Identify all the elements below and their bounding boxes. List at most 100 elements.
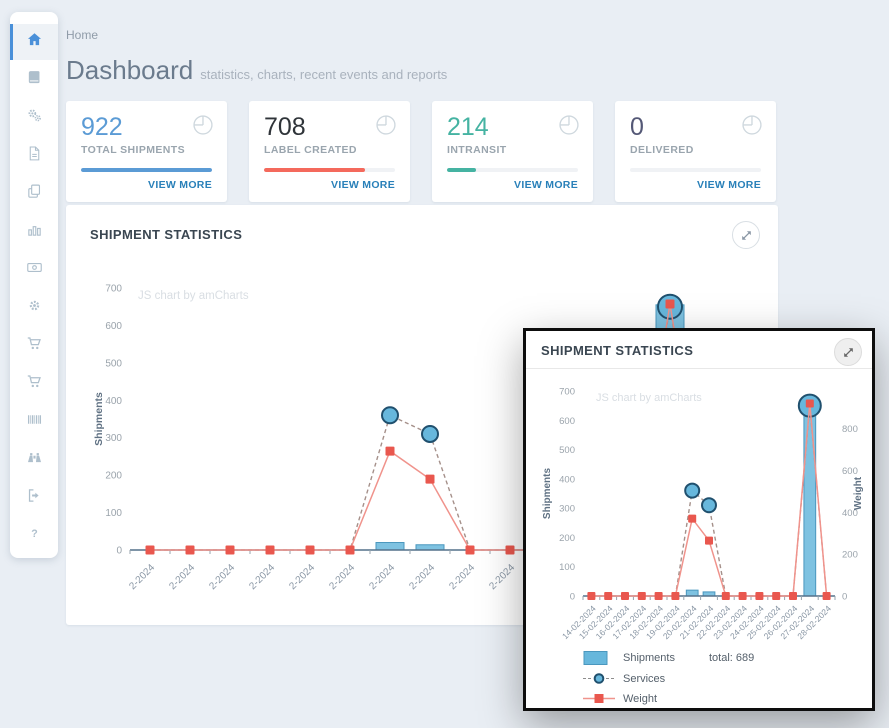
collapse-icon[interactable] bbox=[834, 338, 862, 366]
weight-point-27-02-2024 bbox=[665, 299, 675, 309]
weight-point-14-02-2024 bbox=[145, 545, 155, 555]
legend-marker-services bbox=[583, 672, 615, 685]
stat-value: 708 bbox=[264, 113, 306, 141]
services-point-21-02-2024 bbox=[421, 424, 439, 443]
sidebar-item-cogs[interactable] bbox=[10, 100, 58, 136]
amcharts-watermark: JS chart by amCharts bbox=[596, 392, 702, 404]
sidebar-item-cart[interactable] bbox=[10, 328, 58, 364]
view-more-link[interactable]: VIEW MORE bbox=[148, 179, 212, 191]
sidebar-item-copy[interactable] bbox=[10, 176, 58, 212]
pie-chart-icon bbox=[190, 112, 215, 142]
chart-legend: Shipments total: 689 Services Weight bbox=[526, 649, 872, 705]
svg-text:0: 0 bbox=[570, 592, 575, 603]
legend-item-shipments[interactable]: Shipments total: 689 bbox=[583, 651, 872, 665]
x-label: 2-2024 bbox=[287, 562, 317, 592]
expand-icon[interactable] bbox=[732, 221, 760, 249]
x-label: 2-2024 bbox=[447, 562, 477, 592]
legend-marker-weight bbox=[583, 692, 615, 705]
sidebar-item-sign-out[interactable] bbox=[10, 480, 58, 516]
sidebar-item-book[interactable] bbox=[10, 62, 58, 98]
x-label: 2-2024 bbox=[407, 562, 437, 592]
legend-label: Services bbox=[623, 672, 666, 685]
sidebar-item-settings[interactable] bbox=[10, 290, 58, 326]
popup-header: SHIPMENT STATISTICS bbox=[526, 331, 872, 369]
bar-20-02-2024 bbox=[685, 589, 699, 597]
settings-icon bbox=[26, 297, 43, 319]
weight-point-20-02-2024 bbox=[385, 446, 395, 456]
svg-text:300: 300 bbox=[559, 504, 575, 515]
bar-chart-icon bbox=[26, 221, 43, 243]
sign-out-icon bbox=[26, 487, 43, 509]
view-more-link[interactable]: VIEW MORE bbox=[697, 179, 761, 191]
weight-point-16-02-2024 bbox=[225, 545, 235, 555]
weight-point-27-02-2024 bbox=[805, 399, 814, 408]
weight-point-15-02-2024 bbox=[604, 592, 613, 600]
stat-progress-track bbox=[447, 168, 578, 172]
weight-point-19-02-2024 bbox=[345, 545, 355, 555]
popup-title: SHIPMENT STATISTICS bbox=[541, 343, 694, 358]
weight-point-17-02-2024 bbox=[637, 592, 646, 600]
stat-label: INTRANSIT bbox=[447, 144, 507, 156]
stat-label: TOTAL SHIPMENTS bbox=[81, 144, 186, 156]
main-content: Home Dashboard statistics, charts, recent… bbox=[66, 28, 778, 202]
view-more-link[interactable]: VIEW MORE bbox=[514, 179, 578, 191]
home-icon bbox=[26, 31, 43, 53]
bar-27-02-2024 bbox=[803, 403, 817, 597]
stat-progress-bar bbox=[264, 168, 365, 172]
pdf-file-icon bbox=[26, 145, 43, 167]
svg-text:400: 400 bbox=[842, 508, 858, 519]
svg-text:800: 800 bbox=[842, 424, 858, 435]
svg-text:500: 500 bbox=[105, 358, 122, 369]
weight-point-15-02-2024 bbox=[185, 545, 195, 555]
sidebar-item-binoculars[interactable] bbox=[10, 442, 58, 478]
svg-text:0: 0 bbox=[116, 546, 122, 557]
svg-text:0: 0 bbox=[842, 592, 847, 603]
weight-point-23-02-2024 bbox=[505, 545, 515, 555]
sidebar-item-home[interactable] bbox=[10, 24, 58, 60]
cart-alt-icon bbox=[26, 373, 43, 395]
weight-point-17-02-2024 bbox=[265, 545, 275, 555]
shipment-statistics-popup: SHIPMENT STATISTICS JS chart by amCharts… bbox=[523, 328, 875, 711]
svg-text:?: ? bbox=[31, 528, 37, 540]
svg-text:500: 500 bbox=[559, 445, 575, 456]
weight-point-16-02-2024 bbox=[621, 592, 629, 600]
bar-20-02-2024 bbox=[375, 542, 405, 551]
stat-progress-track bbox=[81, 168, 212, 172]
stat-progress-bar bbox=[447, 168, 476, 172]
breadcrumb[interactable]: Home bbox=[66, 28, 99, 42]
x-label: 2-2024 bbox=[127, 562, 157, 592]
view-more-link[interactable]: VIEW MORE bbox=[331, 179, 395, 191]
svg-text:700: 700 bbox=[559, 387, 575, 398]
pie-chart-icon bbox=[373, 112, 398, 142]
cart-icon bbox=[26, 335, 43, 357]
legend-total: total: 689 bbox=[709, 652, 755, 664]
legend-item-services[interactable]: Services bbox=[583, 672, 872, 685]
sidebar-item-help[interactable]: ? bbox=[10, 518, 58, 554]
stat-label: LABEL CREATED bbox=[264, 144, 357, 156]
legend-item-weight[interactable]: Weight bbox=[583, 692, 872, 705]
sidebar-item-cart-alt[interactable] bbox=[10, 366, 58, 402]
svg-text:Shipments: Shipments bbox=[93, 392, 105, 446]
svg-text:100: 100 bbox=[559, 562, 575, 573]
help-icon: ? bbox=[26, 525, 43, 547]
svg-text:300: 300 bbox=[105, 433, 122, 444]
sidebar-item-money[interactable] bbox=[10, 252, 58, 288]
stat-card-total-shipments: 922 TOTAL SHIPMENTS VIEW MORE bbox=[66, 101, 227, 202]
pie-chart-icon bbox=[739, 112, 764, 142]
stat-value: 0 bbox=[630, 113, 644, 141]
svg-text:700: 700 bbox=[105, 284, 122, 295]
svg-text:600: 600 bbox=[842, 466, 858, 477]
weight-point-25-02-2024 bbox=[772, 592, 781, 600]
money-icon bbox=[26, 259, 43, 281]
svg-text:400: 400 bbox=[105, 396, 122, 407]
sidebar: ? bbox=[10, 12, 58, 558]
legend-marker-shipments bbox=[583, 651, 615, 665]
svg-text:600: 600 bbox=[559, 416, 575, 427]
amcharts-watermark: JS chart by amCharts bbox=[138, 290, 249, 302]
cogs-icon bbox=[26, 107, 43, 129]
weight-point-19-02-2024 bbox=[671, 592, 680, 600]
sidebar-item-bar-chart[interactable] bbox=[10, 214, 58, 250]
sidebar-item-pdf-file[interactable] bbox=[10, 138, 58, 174]
sidebar-item-barcode[interactable] bbox=[10, 404, 58, 440]
x-label: 2-2024 bbox=[327, 562, 357, 592]
